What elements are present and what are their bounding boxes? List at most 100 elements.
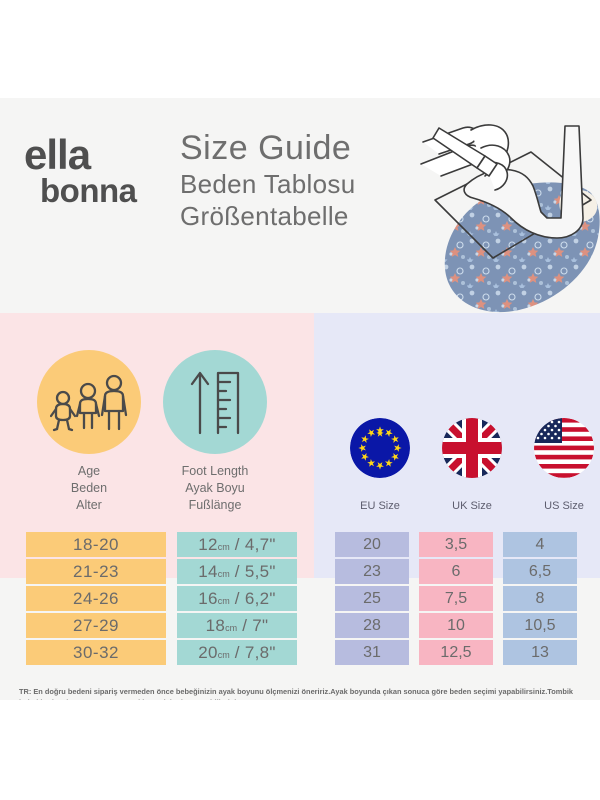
cell-gap [493, 586, 503, 611]
table-row: 31 12,5 13 [335, 640, 577, 665]
foot-separator: / [234, 534, 240, 554]
cell-age: 30-32 [26, 640, 166, 665]
table-row: 18-20 12cm / 4,7" [26, 532, 297, 557]
eu-flag-icon [350, 418, 410, 478]
foot-separator: / [234, 642, 240, 662]
foot-unit: cm [217, 649, 230, 660]
brand-logo: ella bonna [24, 131, 174, 209]
foot-inch-value: 7,8" [244, 642, 276, 662]
foot-cm-value: 14 [198, 561, 218, 581]
table-row: 23 6 6,5 [335, 559, 577, 584]
table-row: 25 7,5 8 [335, 586, 577, 611]
foot-inch-value: 5,5" [244, 561, 276, 581]
eu-stars [358, 426, 402, 470]
table-row: 24-26 16cm / 6,2" [26, 586, 297, 611]
foot-cm-value: 20 [198, 642, 218, 662]
foot-label-tr: Ayak Boyu [185, 481, 245, 495]
foot-separator: / [242, 615, 248, 635]
uk-size-label: UK Size [452, 500, 492, 512]
table-row: 30-32 20cm / 7,8" [26, 640, 297, 665]
age-foot-table: 18-20 12cm / 4,7" 21-23 14cm / 5,5" 24-2… [26, 530, 297, 667]
foot-cm-value: 16 [198, 588, 218, 608]
foot-label-de: Fußlänge [188, 498, 242, 512]
cell-gap [409, 532, 419, 557]
cell-uk-size: 10 [419, 613, 493, 638]
cell-gap [493, 532, 503, 557]
foot-length-column-label: Foot Length Ayak Boyu Fußlänge [150, 463, 280, 514]
family-people-icon [50, 374, 128, 432]
cell-eu-size: 23 [335, 559, 409, 584]
us-size-label: US Size [544, 500, 584, 512]
foot-separator: / [234, 588, 240, 608]
foot-unit: cm [225, 622, 238, 633]
cell-foot: 14cm / 5,5" [177, 559, 297, 584]
foot-inch-value: 7" [252, 615, 269, 635]
cell-gap [493, 613, 503, 638]
cell-us-size: 10,5 [503, 613, 577, 638]
age-label-en: Age [77, 464, 101, 478]
age-label-de: Alter [76, 498, 102, 512]
age-column-label: Age Beden Alter [39, 463, 139, 514]
shoe-size-table-body: 20 3,5 4 23 6 6,5 25 7,5 [335, 532, 577, 665]
cell-gap [409, 640, 419, 665]
age-foot-table-body: 18-20 12cm / 4,7" 21-23 14cm / 5,5" 24-2… [26, 532, 297, 665]
hand-with-pencil-icon [420, 124, 511, 191]
shoe-size-table: 20 3,5 4 23 6 6,5 25 7,5 [335, 530, 577, 667]
cell-gap [166, 613, 177, 638]
us-flag-icon [534, 418, 594, 478]
foot-unit: cm [217, 595, 230, 606]
cell-foot: 16cm / 6,2" [177, 586, 297, 611]
cell-gap [166, 640, 177, 665]
cell-foot: 20cm / 7,8" [177, 640, 297, 665]
cell-us-size: 4 [503, 532, 577, 557]
foot-cm-value: 12 [198, 534, 218, 554]
cell-eu-size: 25 [335, 586, 409, 611]
table-row: 20 3,5 4 [335, 532, 577, 557]
table-row: 21-23 14cm / 5,5" [26, 559, 297, 584]
foot-label-en: Foot Length [181, 464, 249, 478]
table-row: 28 10 10,5 [335, 613, 577, 638]
title-turkish: Beden Tablosu [180, 169, 356, 199]
cell-foot: 12cm / 4,7" [177, 532, 297, 557]
cell-eu-size: 31 [335, 640, 409, 665]
cell-gap [409, 559, 419, 584]
cell-eu-size: 20 [335, 532, 409, 557]
cell-age: 18-20 [26, 532, 166, 557]
cell-age: 27-29 [26, 613, 166, 638]
title-english: Size Guide [180, 129, 352, 167]
ruler-arrow-icon [190, 371, 240, 435]
foot-length-icon-circle [163, 350, 267, 454]
foot-inch-value: 4,7" [244, 534, 276, 554]
cell-us-size: 6,5 [503, 559, 577, 584]
cell-uk-size: 3,5 [419, 532, 493, 557]
brand-logo-line1: ella [24, 131, 91, 178]
table-row: 27-29 18cm / 7" [26, 613, 297, 638]
content-canvas: ella bonna Size Guide Beden Tablosu Größ… [0, 98, 600, 700]
age-icon-circle [37, 350, 141, 454]
cell-foot: 18cm / 7" [177, 613, 297, 638]
cell-eu-size: 28 [335, 613, 409, 638]
cell-gap [166, 559, 177, 584]
cell-gap [493, 640, 503, 665]
cell-uk-size: 6 [419, 559, 493, 584]
foot-unit: cm [217, 568, 230, 579]
brand-logo-line2: bonna [40, 172, 137, 209]
cell-us-size: 8 [503, 586, 577, 611]
cell-gap [409, 586, 419, 611]
cell-age: 21-23 [26, 559, 166, 584]
uk-flag-icon [442, 418, 502, 478]
foot-separator: / [234, 561, 240, 581]
note-turkish: TR: En doğru bedeni sipariş vermeden önc… [19, 687, 574, 700]
cell-age: 24-26 [26, 586, 166, 611]
cell-uk-size: 12,5 [419, 640, 493, 665]
foot-unit: cm [217, 541, 230, 552]
age-label-tr: Beden [70, 481, 108, 495]
foot-outline [463, 125, 584, 239]
cell-gap [166, 532, 177, 557]
cell-gap [166, 586, 177, 611]
measure-foot-illustration [415, 106, 600, 336]
page-title: Size Guide Beden Tablosu Größentabelle [180, 128, 355, 232]
cell-gap [493, 559, 503, 584]
foot-inch-value: 6,2" [244, 588, 276, 608]
